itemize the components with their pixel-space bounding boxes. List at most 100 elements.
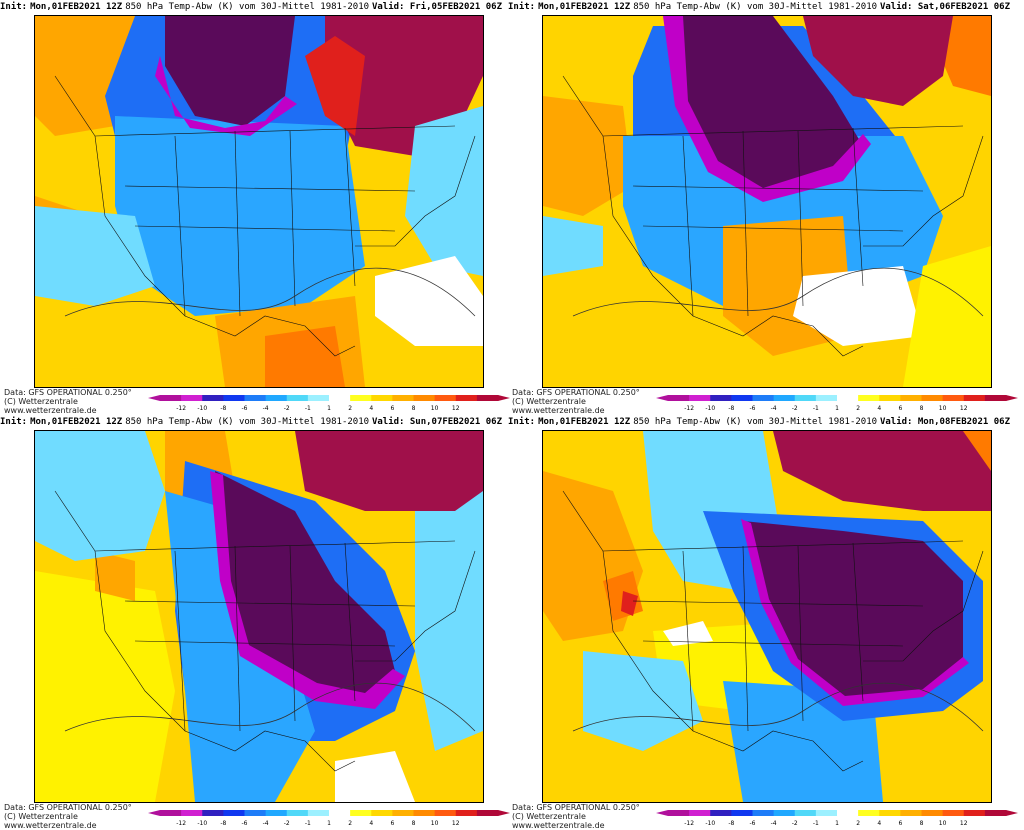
legend-tick-label: 10	[431, 820, 439, 827]
anomaly-region	[803, 16, 953, 106]
valid-label: Valid:	[879, 417, 913, 427]
legend-swatch	[413, 395, 436, 401]
valid-time: Valid: Fri,05FEB2021 06Z	[372, 0, 502, 14]
init-label: Init:	[0, 417, 28, 427]
legend-tick-label: -1	[813, 820, 819, 827]
credit-line2: (C) Wetterzentrale	[512, 812, 586, 821]
legend-arrow-left	[148, 395, 160, 401]
legend-tick-label: -2	[792, 405, 798, 412]
legend-tick-label: 12	[960, 820, 968, 827]
legend-tick-label: -12	[176, 820, 186, 827]
legend-swatch	[476, 395, 499, 401]
legend-swatch	[858, 810, 880, 816]
legend-swatch	[794, 810, 817, 816]
anomaly-region	[115, 116, 365, 316]
legend-swatch	[668, 810, 690, 816]
legend-swatch	[815, 810, 838, 816]
valid-value: Mon,08FEB2021 06Z	[917, 417, 1010, 427]
legend-swatch	[392, 395, 414, 401]
legend-tick-label: 2	[348, 820, 352, 827]
init-label: Init:	[0, 2, 28, 12]
data-credit: Data: GFS OPERATIONAL 0.250° (C) Wetterze…	[4, 388, 132, 415]
legend-swatch	[900, 395, 922, 401]
legend-arrow-left	[148, 810, 160, 816]
legend-tick-label: -4	[771, 405, 777, 412]
legend-arrow-right	[498, 395, 510, 401]
map-panel: Init: Mon,01FEB2021 12Z 850 hPa Temp-Abw (…	[0, 415, 510, 830]
legend-swatch	[689, 395, 711, 401]
valid-value: Sat,06FEB2021 06Z	[917, 2, 1010, 12]
anomaly-field	[35, 431, 483, 802]
legend-tick-label: 8	[412, 820, 416, 827]
legend-tick-label: 4	[369, 405, 373, 412]
legend-swatch	[794, 395, 817, 401]
credit-line2: (C) Wetterzentrale	[512, 397, 586, 406]
anomaly-region	[265, 326, 345, 387]
valid-value: Fri,05FEB2021 06Z	[409, 2, 502, 12]
legend-swatch	[752, 810, 775, 816]
data-credit: Data: GFS OPERATIONAL 0.250° (C) Wetterze…	[512, 803, 640, 830]
legend-tick-label: 8	[920, 405, 924, 412]
temperature-anomaly-map	[542, 15, 992, 388]
legend-swatch	[160, 810, 182, 816]
anomaly-region	[741, 519, 969, 706]
political-borders	[562, 75, 984, 357]
legend-swatch	[963, 810, 986, 816]
legend-swatch	[350, 810, 372, 816]
legend-tick-label: 6	[390, 405, 394, 412]
legend-swatch	[815, 395, 838, 401]
legend-tick-label: -6	[750, 405, 756, 412]
init-label: Init:	[508, 417, 536, 427]
legend-swatch	[244, 395, 267, 401]
credit-line2: (C) Wetterzentrale	[4, 812, 78, 821]
legend-arrow-right	[498, 810, 510, 816]
legend-swatch	[984, 395, 1007, 401]
legend-tick-label: 8	[920, 820, 924, 827]
legend-swatch	[773, 395, 796, 401]
init-time: Mon,01FEB2021 12Z	[30, 2, 123, 12]
legend-swatch	[181, 395, 203, 401]
political-borders	[562, 490, 984, 772]
panel-header: Init: Mon,01FEB2021 12Z 850 hPa Temp-Abw (…	[508, 415, 1016, 429]
legend-swatch	[710, 810, 732, 816]
anomaly-region	[793, 266, 923, 346]
legend-tick-label: 12	[452, 405, 460, 412]
legend-tick-label: 4	[877, 405, 881, 412]
legend-swatch	[900, 810, 922, 816]
legend-swatch	[202, 395, 224, 401]
legend-tick-label: 1	[835, 405, 839, 412]
legend-swatch	[223, 395, 245, 401]
legend-swatch	[837, 810, 859, 816]
legend-tick-label: -4	[771, 820, 777, 827]
anomaly-region	[903, 246, 991, 387]
legend-tick-label: -1	[305, 405, 311, 412]
legend-swatch	[731, 810, 753, 816]
credit-line1: Data: GFS OPERATIONAL 0.250°	[512, 803, 640, 812]
legend-tick-label: 6	[898, 405, 902, 412]
map-panel: Init: Mon,01FEB2021 12Z 850 hPa Temp-Abw (…	[0, 0, 510, 415]
color-scale-legend: -12 -10 -8 -6 -4 -2 -1 1 2 4 6 8 10 12	[148, 394, 510, 414]
legend-swatch	[476, 810, 499, 816]
init-label: Init:	[508, 2, 536, 12]
credit-line3: www.wetterzentrale.de	[512, 406, 605, 415]
legend-tick-label: -4	[263, 820, 269, 827]
legend-swatch	[689, 810, 711, 816]
credit-line2: (C) Wetterzentrale	[4, 397, 78, 406]
legend-tick-label: 6	[390, 820, 394, 827]
anomaly-field	[543, 16, 991, 387]
temperature-anomaly-map	[542, 430, 992, 803]
legend-tick-label: -2	[284, 405, 290, 412]
legend-tick-label: 1	[835, 820, 839, 827]
credit-line1: Data: GFS OPERATIONAL 0.250°	[4, 803, 132, 812]
color-scale-legend: -12 -10 -8 -6 -4 -2 -1 1 2 4 6 8 10 12	[148, 809, 510, 829]
anomaly-region	[543, 96, 633, 216]
legend-swatch	[329, 810, 351, 816]
legend-tick-label: -8	[220, 820, 226, 827]
legend-swatch	[731, 395, 753, 401]
legend-tick-label: -12	[176, 405, 186, 412]
legend-tick-label: -1	[813, 405, 819, 412]
legend-swatch	[434, 810, 457, 816]
legend-tick-label: -10	[197, 820, 207, 827]
anomaly-region	[773, 431, 991, 511]
legend-tick-label: -2	[792, 820, 798, 827]
